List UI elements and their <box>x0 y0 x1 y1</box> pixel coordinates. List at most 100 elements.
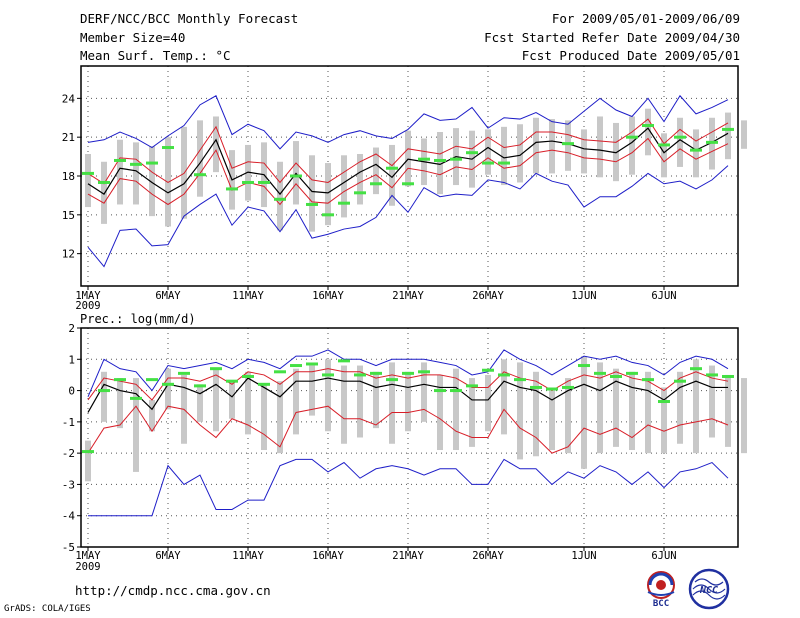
precip-observed-marker <box>258 382 270 386</box>
temp-observed-marker <box>130 162 142 166</box>
header-produced-date: Fcst Produced Date 2009/05/01 <box>521 48 740 63</box>
precip-x-tick-label: 26MAY <box>472 550 504 562</box>
ncc-logo-text: NCC <box>699 585 718 596</box>
precip-ensemble-box <box>517 362 523 460</box>
footer-grads: GrADS: COLA/IGES <box>4 604 91 614</box>
precip-ensemble-box <box>661 387 667 454</box>
temp-observed-marker <box>258 180 270 184</box>
temp-observed-marker <box>658 143 670 147</box>
precip-ensemble-box <box>229 381 235 419</box>
temp-ensemble-box <box>341 155 347 218</box>
precip-ensemble-box <box>261 384 267 451</box>
precip-ensemble-box <box>85 440 91 482</box>
temp-observed-marker <box>98 180 110 184</box>
precip-ensemble-box <box>197 384 203 422</box>
precip-ensemble-box <box>565 378 571 454</box>
temp-observed-marker <box>146 161 158 165</box>
precip-series-upper-inner <box>87 368 729 401</box>
temp-observed-marker <box>338 201 350 205</box>
precip-y-tick-label: -1 <box>62 416 75 429</box>
temp-ensemble-box <box>565 120 571 171</box>
precip-observed-marker <box>626 371 638 375</box>
temp-ensemble-box <box>197 120 203 197</box>
temp-observed-marker <box>354 191 366 195</box>
temp-ensemble-box <box>85 154 91 208</box>
precip-observed-marker <box>594 371 606 375</box>
precip-observed-marker <box>242 374 254 378</box>
precip-ensemble-box <box>677 371 683 444</box>
precip-x-tick-label: 1MAY <box>75 550 101 562</box>
precip-observed-marker <box>402 371 414 375</box>
precip-observed-marker <box>178 371 190 375</box>
ncc-logo-graphic: NCC <box>688 568 730 610</box>
precip-ensemble-box <box>133 378 139 472</box>
temp-x-tick-label: 16MAY <box>312 290 344 302</box>
ncc-logo: NCC <box>687 568 731 610</box>
temp-observed-marker <box>322 213 334 217</box>
temp-ensemble-box <box>677 117 683 167</box>
precip-ensemble-box <box>485 374 491 432</box>
header-member-size: Member Size=40 <box>80 30 186 45</box>
temp-ensemble-box <box>149 146 155 217</box>
header-started-date: Fcst Started Refer Date 2009/04/30 <box>484 30 740 45</box>
temp-ensemble-box <box>165 137 171 227</box>
precip-title: Prec.: log(mm/d) <box>80 312 196 326</box>
precip-ensemble-box <box>629 371 635 451</box>
precip-ensemble-box <box>469 378 475 447</box>
temp-observed-marker <box>162 146 174 150</box>
precip-series-mean <box>87 377 728 413</box>
header-forecast-period: For 2009/05/01-2009/06/09 <box>551 11 740 26</box>
temp-ensemble-box <box>597 116 603 178</box>
precip-ensemble-box <box>709 365 715 438</box>
precip-observed-marker <box>386 378 398 382</box>
precip-y-tick-label: -3 <box>62 478 75 491</box>
temp-ensemble-box <box>357 154 363 205</box>
temp-observed-marker <box>482 161 494 165</box>
precip-ensemble-box <box>357 365 363 438</box>
temp-series-upper-outer <box>87 94 729 150</box>
temp-observed-marker <box>498 161 510 165</box>
precip-observed-marker <box>210 367 222 371</box>
precip-observed-marker <box>338 359 350 363</box>
precip-ensemble-box <box>725 374 731 447</box>
temp-series-upper-inner <box>87 118 729 185</box>
footer-url: http://cmdp.ncc.cma.gov.cn <box>75 583 271 598</box>
temp-observed-marker <box>402 182 414 186</box>
precip-x-tick-label: 11MAY <box>232 550 264 562</box>
precip-ensemble-box <box>165 368 171 410</box>
temp-observed-marker <box>674 135 686 139</box>
precip-ensemble-box <box>213 368 219 432</box>
precip-y-tick-label: -2 <box>62 447 75 460</box>
temp-observed-marker <box>386 166 398 170</box>
precip-ensemble-box <box>293 368 299 435</box>
precip-observed-marker <box>578 364 590 368</box>
precip-observed-marker <box>98 389 110 393</box>
precip-observed-marker <box>370 371 382 375</box>
temp-ensemble-box <box>645 108 651 156</box>
precip-x-tick-label: 21MAY <box>392 550 424 562</box>
bcc-logo-graphic: BCC <box>647 571 675 609</box>
precip-series-lower-outer <box>88 458 729 517</box>
precip-x-tick-label: 16MAY <box>312 550 344 562</box>
temp-observed-marker <box>194 173 206 177</box>
precip-observed-marker <box>642 378 654 382</box>
temp-ensemble-box <box>277 161 283 231</box>
precip-series-upper-outer <box>87 349 729 398</box>
temp-ensemble-box <box>101 161 107 224</box>
precip-observed-marker <box>722 374 734 378</box>
precip-observed-marker <box>306 362 318 366</box>
precip-observed-marker <box>82 450 94 454</box>
precip-observed-marker <box>130 396 142 400</box>
precip-observed-marker <box>530 385 542 389</box>
precip-x-tick-label: 6JUN <box>651 550 676 562</box>
precip-ensemble-box <box>245 371 251 435</box>
temp-x-tick-label: 21MAY <box>392 290 424 302</box>
precip-ensemble-box <box>533 371 539 457</box>
temp-x-tick-label: 6MAY <box>155 290 181 302</box>
precip-ensemble-box <box>581 356 587 469</box>
precip-observed-marker <box>162 382 174 386</box>
precip-observed-marker <box>274 370 286 374</box>
precip-y-tick-label: -5 <box>62 541 75 554</box>
precip-observed-marker <box>706 373 718 377</box>
temp-x-tick-label: 11MAY <box>232 290 264 302</box>
